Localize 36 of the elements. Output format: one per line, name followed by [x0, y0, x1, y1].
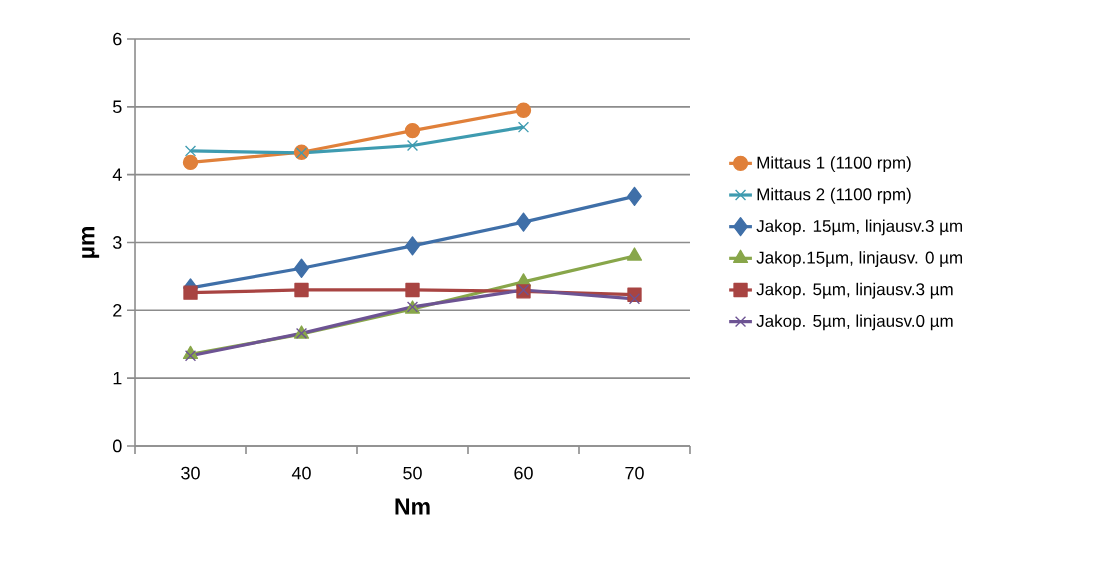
legend-label: Jakop. 15µm, linjausv.3 µm	[756, 219, 963, 236]
point	[405, 236, 420, 256]
x-tick-label: 60	[514, 466, 533, 480]
legend-label: Jakop. 5µm, linjausv.3 µm	[756, 282, 953, 299]
legend-label: Mittaus 2 (1100 rpm)	[757, 187, 911, 204]
point	[516, 212, 531, 232]
point	[294, 282, 309, 298]
point	[626, 247, 643, 261]
legend-label: Jakop. 5µm, linjausv.0 µm	[756, 314, 953, 331]
point	[405, 282, 420, 298]
point	[404, 122, 421, 139]
y-tick-label: 2	[113, 304, 122, 317]
x-tick-label: 30	[181, 466, 200, 480]
point	[517, 121, 530, 133]
point	[182, 154, 199, 171]
legend-label: Mittaus 1 (1100 rpm)	[757, 156, 911, 173]
point	[184, 145, 197, 157]
point	[628, 293, 641, 305]
x-tick-label: 70	[625, 466, 644, 480]
y-tick-label: 3	[112, 236, 122, 249]
x-tick-label: 50	[403, 466, 422, 480]
y-tick-label: 0	[113, 439, 122, 453]
point	[515, 102, 532, 118]
y-axis-title: µm	[81, 227, 100, 258]
x-tick-label: 40	[291, 466, 311, 480]
y-tick-label: 4	[112, 168, 122, 181]
point	[183, 285, 198, 300]
x-axis-title: Nm	[395, 498, 430, 515]
point	[627, 186, 642, 207]
y-tick-label: 1	[113, 371, 122, 385]
point	[294, 258, 309, 278]
legend-label: Jakop.15µm, linjausv. 0 µm	[756, 251, 963, 268]
y-tick-label: 6	[113, 32, 122, 46]
point	[406, 139, 419, 152]
point	[184, 350, 197, 362]
y-tick-label: 5	[113, 100, 122, 114]
